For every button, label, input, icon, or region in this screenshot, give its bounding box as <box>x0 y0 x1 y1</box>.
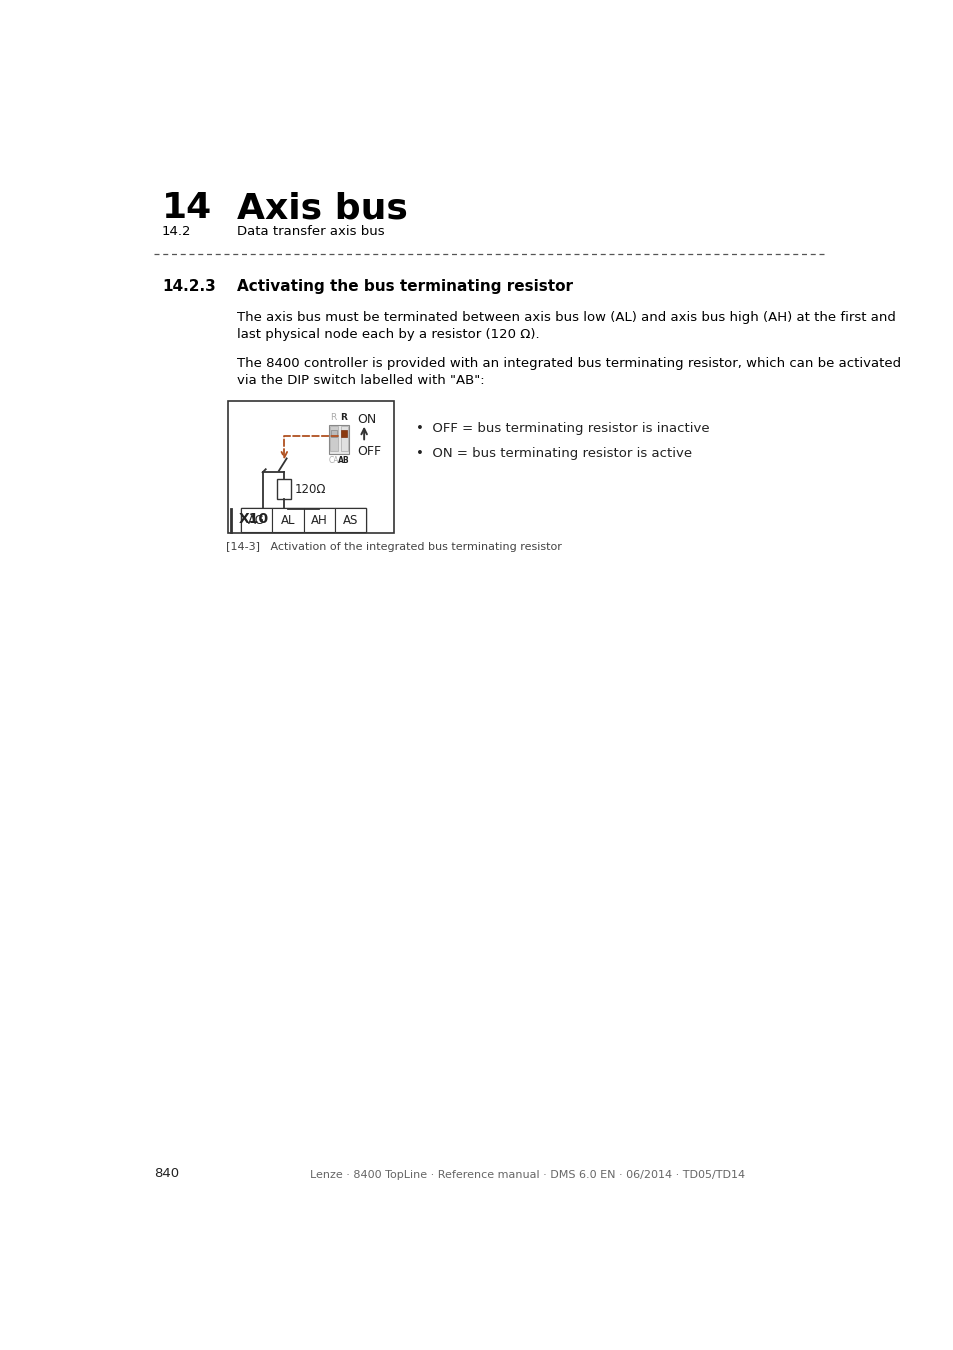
Text: R: R <box>340 413 347 423</box>
Bar <box>340 429 347 437</box>
Text: CA: CA <box>328 456 338 466</box>
Bar <box>330 427 337 451</box>
Text: The axis bus must be terminated between axis bus low (AL) and axis bus high (AH): The axis bus must be terminated between … <box>236 310 895 342</box>
Bar <box>303 509 335 532</box>
Bar <box>272 509 303 532</box>
Bar <box>335 509 366 532</box>
Text: ON: ON <box>356 413 376 427</box>
Text: AS: AS <box>343 513 358 526</box>
Text: AG: AG <box>248 513 265 526</box>
Text: AL: AL <box>280 513 294 526</box>
Bar <box>276 479 291 500</box>
Text: 840: 840 <box>154 1166 179 1180</box>
Bar <box>328 424 349 454</box>
Text: 14.2: 14.2 <box>162 225 192 238</box>
Bar <box>241 509 272 532</box>
Bar <box>340 427 347 451</box>
Text: Activating the bus terminating resistor: Activating the bus terminating resistor <box>236 279 573 294</box>
Text: •  ON = bus terminating resistor is active: • ON = bus terminating resistor is activ… <box>416 447 692 460</box>
Text: AH: AH <box>311 513 328 526</box>
Text: AB: AB <box>337 456 349 466</box>
Text: The 8400 controller is provided with an integrated bus terminating resistor, whi: The 8400 controller is provided with an … <box>236 356 901 387</box>
Bar <box>228 401 394 533</box>
Bar <box>331 429 336 437</box>
Bar <box>241 509 366 532</box>
Text: 14.2.3: 14.2.3 <box>162 279 215 294</box>
Text: 14: 14 <box>162 192 212 225</box>
Text: [14-3]   Activation of the integrated bus terminating resistor: [14-3] Activation of the integrated bus … <box>226 543 561 552</box>
Text: Data transfer axis bus: Data transfer axis bus <box>236 225 384 238</box>
Text: X10: X10 <box>238 512 269 526</box>
Text: R: R <box>330 413 336 423</box>
Text: 120Ω: 120Ω <box>294 483 326 495</box>
Text: •  OFF = bus terminating resistor is inactive: • OFF = bus terminating resistor is inac… <box>416 423 709 435</box>
Text: Axis bus: Axis bus <box>236 192 408 225</box>
Text: OFF: OFF <box>356 446 381 459</box>
Text: Lenze · 8400 TopLine · Reference manual · DMS 6.0 EN · 06/2014 · TD05/TD14: Lenze · 8400 TopLine · Reference manual … <box>310 1170 744 1180</box>
